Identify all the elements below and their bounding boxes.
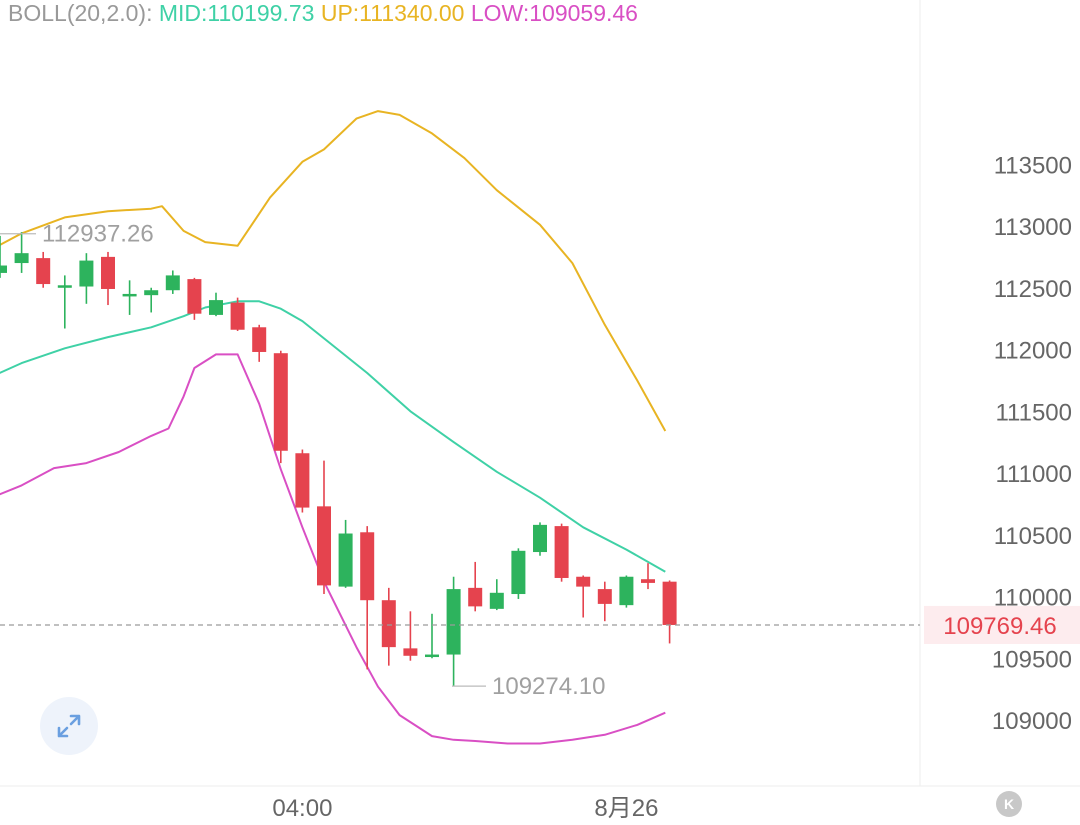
x-tick-label: 8月26 <box>594 795 658 822</box>
y-tick-label: 111000 <box>995 461 1072 488</box>
candle-body-down <box>317 506 331 586</box>
candle-body-up <box>0 265 7 273</box>
y-tick-label: 111500 <box>995 399 1072 426</box>
y-tick-label: 113500 <box>994 152 1072 179</box>
plot-frame <box>0 0 1080 787</box>
low-price-label: 109274.10 <box>492 673 605 700</box>
candle-body-up <box>79 260 94 287</box>
bollinger-bands <box>0 110 667 745</box>
candle-body-down <box>381 600 396 648</box>
candle-body-up <box>533 524 547 553</box>
candle-body-up <box>489 592 504 609</box>
y-tick-label: 110500 <box>994 523 1072 550</box>
expand-arrows-icon <box>57 714 81 738</box>
candle-body-up <box>425 654 439 658</box>
candle-body-down <box>230 302 245 330</box>
y-tick-label: 113000 <box>994 214 1072 241</box>
annotations: 112937.26 109274.10 <box>0 221 920 700</box>
candle-body-down <box>295 453 310 508</box>
y-tick-label: 109500 <box>992 646 1072 673</box>
legend-up: UP:111340.00 <box>320 0 465 26</box>
candle-body-up <box>122 293 137 297</box>
candle-body-down <box>252 327 267 352</box>
candle-body-up <box>446 589 461 655</box>
candle-body-up <box>511 550 526 595</box>
current-price-label: 109769.46 <box>943 613 1056 640</box>
y-tick-label: 112500 <box>994 276 1072 303</box>
candle-body-up <box>619 576 634 606</box>
candle-body-up <box>14 253 29 264</box>
expand-chart-button[interactable] <box>40 697 98 755</box>
high-price-label: 112937.26 <box>42 221 154 248</box>
candle-body-down <box>36 258 51 285</box>
candle-body-down <box>403 648 418 656</box>
legend-low: LOW:109059.46 <box>470 0 638 26</box>
candle-body-down <box>360 532 375 601</box>
legend-mid: MID:110199.73 <box>158 0 315 26</box>
candles <box>0 232 677 687</box>
axes: 1090001095001100001105001110001115001120… <box>272 152 1080 822</box>
boll-legend: BOLL(20,2.0): MID:110199.73 UP:111340.00… <box>8 0 638 27</box>
candle-body-down <box>468 587 483 607</box>
y-tick-label: 109000 <box>992 708 1072 735</box>
candle-body-down <box>576 576 591 587</box>
candle-body-up <box>338 533 353 587</box>
candle-body-down <box>662 581 677 625</box>
x-tick-label: 04:00 <box>272 795 332 822</box>
boll-lower-line <box>0 353 666 745</box>
candle-body-up <box>57 285 72 288</box>
boll-upper-line <box>0 110 667 432</box>
candle-body-down <box>597 589 612 604</box>
candle-body-down <box>641 579 655 583</box>
candle-body-down <box>554 526 569 578</box>
y-tick-label: 112000 <box>994 338 1072 365</box>
candle-body-down <box>101 256 115 289</box>
candle-body-down <box>273 353 288 451</box>
candle-body-up <box>209 300 223 315</box>
candle-body-up <box>144 290 159 296</box>
boll-mid-line <box>0 300 666 573</box>
legend-name: BOLL(20,2.0): <box>8 0 153 26</box>
candle-body-down <box>187 279 202 314</box>
candle-body-up <box>165 275 180 291</box>
current-price-tag <box>924 605 1080 644</box>
k-logo-icon: K <box>996 791 1022 817</box>
